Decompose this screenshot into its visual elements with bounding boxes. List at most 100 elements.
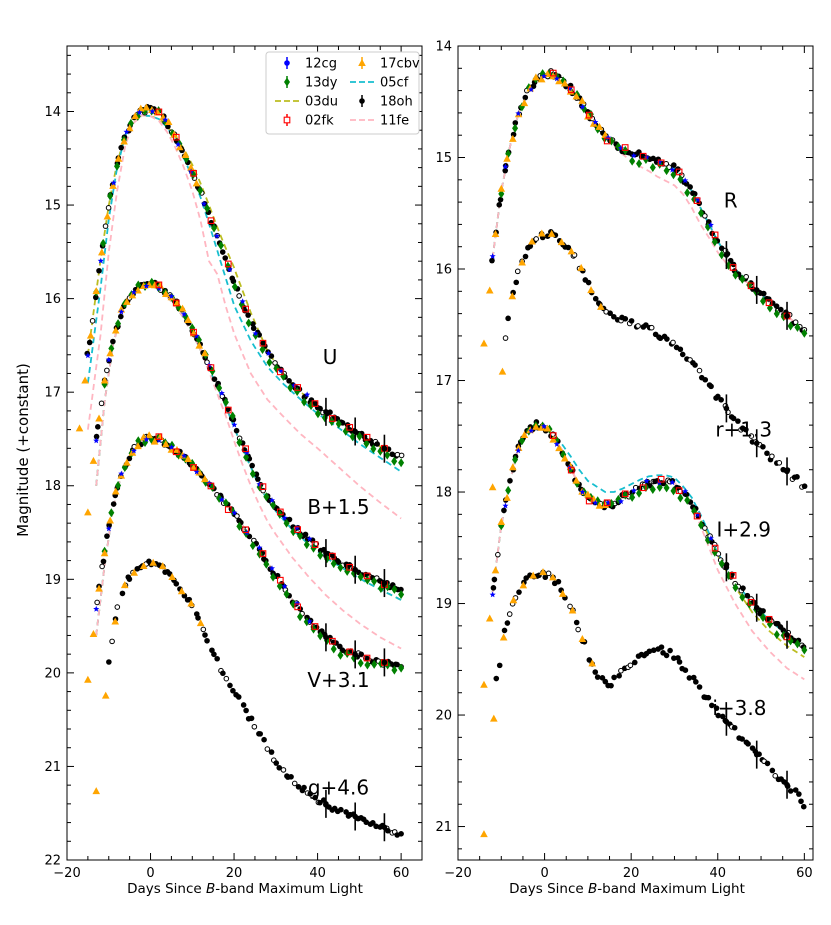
02fk-point: [190, 328, 197, 336]
02fk-point: [675, 487, 683, 495]
17cbv-point: [572, 476, 581, 484]
17cbv-point: [555, 77, 563, 85]
12cg-point: [553, 441, 560, 447]
13dy-point: [391, 665, 398, 675]
legend-item-11fe: 11fe: [350, 114, 409, 129]
18oh-point: [516, 589, 522, 595]
12cg-point: [682, 177, 689, 184]
y-tick-label: 20: [44, 666, 61, 681]
legend-marker-13dy: [284, 77, 290, 87]
13dy-point: [217, 240, 224, 250]
17cbv-point: [491, 566, 500, 574]
17cbv-point: [538, 229, 546, 237]
17cbv-point: [597, 302, 605, 310]
18oh-point: [792, 787, 799, 793]
18oh-point: [276, 764, 283, 771]
12cg-point: [168, 293, 175, 299]
12cg-point: [93, 605, 100, 612]
18oh-point: [118, 313, 124, 320]
18oh-point: [222, 255, 229, 261]
12cg-point: [281, 514, 288, 521]
18oh-point: [106, 659, 112, 665]
02fk-point: [729, 264, 737, 271]
02fk-point: [155, 108, 163, 116]
18oh-point: [740, 585, 746, 591]
18oh-point: [592, 669, 599, 675]
13dy-point: [115, 480, 122, 490]
12cg-point: [291, 382, 298, 389]
02fk-point: [585, 497, 593, 505]
x-tick-label: 0: [540, 866, 548, 881]
18oh-point: [501, 627, 508, 634]
18oh-point: [542, 574, 549, 581]
18oh-point: [702, 213, 708, 219]
17cbv-point: [491, 229, 500, 237]
12cg-point: [118, 308, 125, 315]
18oh-point: [573, 619, 580, 626]
12cg-point: [669, 166, 676, 173]
18oh-point: [338, 806, 344, 813]
18oh-point: [295, 784, 302, 790]
18oh-point: [501, 507, 507, 514]
12cg-point: [294, 524, 301, 531]
17cbv-point: [589, 119, 598, 127]
18oh-point: [505, 315, 511, 322]
17cbv-point: [187, 599, 195, 607]
13dy-point: [231, 282, 238, 292]
x-tick-label: 20: [623, 866, 640, 881]
18oh-point: [676, 659, 683, 665]
17cbv-point: [120, 137, 128, 145]
18oh-point: [214, 655, 220, 662]
12cg-point: [239, 298, 246, 305]
12cg-point: [515, 447, 522, 454]
12cg-point: [695, 511, 701, 518]
17cbv-point: [485, 614, 494, 622]
13dy-point: [670, 486, 677, 496]
02fk-point: [311, 623, 319, 630]
model-11fe-curve-band-2: [491, 424, 805, 681]
13dy-point: [794, 322, 801, 332]
17cbv-point: [184, 315, 192, 323]
13dy-point: [787, 321, 794, 331]
17cbv-point: [549, 435, 558, 443]
02fk-point: [294, 526, 302, 533]
12cg-point: [149, 108, 156, 115]
18oh-point: [248, 715, 255, 722]
18oh-point: [664, 336, 670, 342]
13dy-point: [649, 485, 656, 495]
18oh-point: [211, 651, 217, 658]
02fk-point: [711, 231, 719, 239]
17cbv-point: [595, 501, 604, 509]
18oh-point: [730, 415, 737, 422]
17cbv-point: [558, 589, 567, 597]
13dy-point: [216, 383, 223, 393]
02fk-point: [311, 400, 319, 407]
18oh-point: [323, 409, 329, 415]
17cbv-point: [577, 263, 585, 271]
band-label: U: [323, 345, 338, 369]
18oh-point: [343, 809, 349, 815]
02fk-point: [207, 217, 215, 225]
18oh-point: [358, 651, 364, 658]
13dy-point: [649, 162, 656, 172]
12cg-point: [213, 232, 220, 239]
17cbv-point: [134, 442, 142, 450]
18oh-point: [497, 196, 504, 203]
18oh-point: [93, 433, 100, 440]
18oh-point: [114, 604, 121, 610]
12cg-point: [643, 477, 650, 484]
18oh-point: [575, 626, 581, 633]
18oh-point: [291, 780, 298, 787]
18oh-point: [220, 670, 226, 677]
x-tick-label: −20: [444, 866, 471, 881]
18oh-point: [323, 634, 329, 641]
13dy-point: [108, 508, 115, 518]
18oh-point: [233, 427, 240, 434]
18oh-point: [635, 323, 641, 329]
17cbv-point: [100, 376, 109, 384]
17cbv-point: [480, 830, 488, 838]
18oh-point: [650, 155, 657, 162]
12cg-point: [130, 447, 137, 454]
12cg-point: [156, 437, 162, 443]
13dy-point: [622, 490, 629, 500]
